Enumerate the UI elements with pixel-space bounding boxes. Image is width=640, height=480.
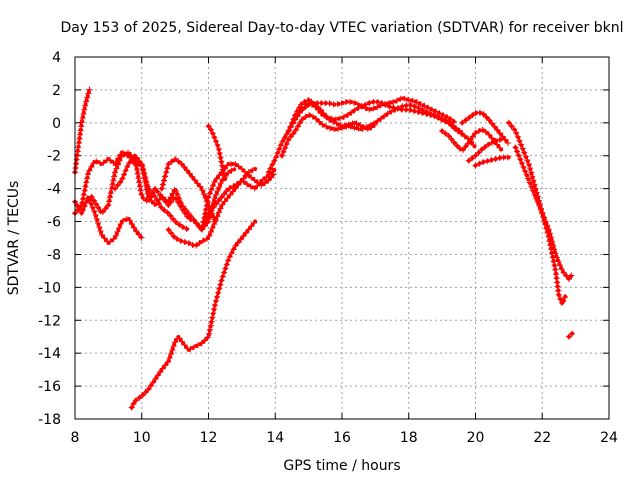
series-track-6 [159, 157, 218, 224]
y-tick-label: 0 [52, 116, 61, 132]
x-tick-label: 18 [400, 430, 418, 446]
x-tick-label: 12 [200, 430, 218, 446]
tick-labels: 8 10 12 14 16 18 20 22 24-18-16-14-12-10-8-6-4-2… [38, 50, 618, 446]
series-group [72, 86, 575, 411]
grid-lines [75, 57, 609, 419]
series-track-11 [279, 102, 478, 158]
y-tick-label: 2 [52, 83, 61, 99]
y-tick-label: -8 [47, 247, 61, 263]
y-tick-label: -2 [47, 149, 61, 165]
x-tick-label: 14 [266, 430, 284, 446]
x-tick-label: 10 [133, 430, 151, 446]
y-tick-label: -12 [38, 313, 61, 329]
y-axis-label: SDTVAR / TECUs [6, 181, 22, 296]
y-tick-label: -18 [38, 412, 61, 428]
y-tick-label: -14 [38, 346, 61, 362]
y-tick-label: -10 [38, 280, 61, 296]
series-track-15 [460, 110, 511, 147]
plot-frame [74, 56, 610, 420]
y-tick-label: -4 [47, 182, 61, 198]
x-tick-label: 8 [71, 430, 80, 446]
x-tick-label: 22 [533, 430, 551, 446]
y-tick-label: 4 [52, 50, 61, 66]
series-track-5 [113, 153, 278, 232]
y-tick-label: -16 [38, 379, 61, 395]
x-tick-label: 16 [333, 430, 351, 446]
chart-title: Day 153 of 2025, Sidereal Day-to-day VTE… [61, 20, 624, 36]
series-track-21 [129, 219, 258, 410]
x-tick-label: 20 [467, 430, 485, 446]
y-tick-label: -6 [47, 215, 61, 231]
x-axis-label: GPS time / hours [283, 458, 400, 474]
x-tick-label: 24 [600, 430, 618, 446]
